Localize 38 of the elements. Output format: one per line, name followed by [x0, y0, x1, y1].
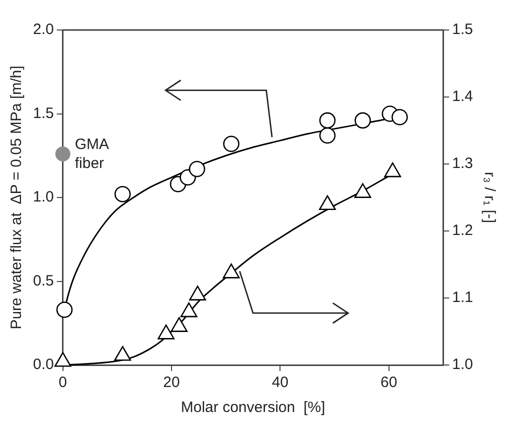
y2-tick-label: 1.1: [452, 289, 474, 306]
point: [319, 127, 336, 144]
point: [54, 352, 72, 367]
y-axis-title: Pure water flux at ΔP = 0.05 MPa [m/h]: [8, 66, 26, 330]
y2-tick-label: 1.0: [452, 356, 474, 374]
point: [114, 186, 131, 202]
point: [170, 317, 188, 332]
series-label: GMA fiber: [74, 136, 110, 172]
x-tick-label: 20: [163, 374, 180, 392]
x-tick-label: 60: [380, 374, 398, 392]
point: [384, 162, 402, 178]
y-tick-label: 0.5: [32, 272, 54, 290]
y2-tick-label: 1.4: [452, 88, 474, 106]
point: [55, 146, 70, 162]
x-tick-label: 40: [272, 374, 289, 392]
point: [392, 108, 408, 126]
point: [223, 136, 240, 152]
x-tick-label: 0: [58, 374, 68, 392]
y2-tick-label: 1.2: [452, 222, 474, 240]
point: [158, 324, 175, 340]
point: [222, 264, 240, 278]
point: [180, 302, 198, 318]
point: [56, 302, 73, 318]
point: [189, 286, 206, 300]
point: [354, 112, 371, 129]
point: [114, 346, 132, 361]
y-tick-label: 1.0: [32, 188, 54, 206]
point: [354, 183, 372, 198]
y-tick-label: 0.0: [32, 356, 54, 374]
x-axis-title: Molar conversion [%]: [180, 399, 326, 416]
point: [319, 112, 336, 129]
y2-axis-title: r₃ / r₁ [-]: [480, 172, 498, 224]
y2-tick-label: 1.3: [452, 155, 474, 172]
y2-tick-label: 1.5: [452, 21, 474, 38]
y-tick-label: 2.0: [32, 21, 54, 38]
point: [318, 195, 336, 210]
point: [188, 160, 206, 178]
y-tick-label: 1.5: [32, 104, 54, 122]
